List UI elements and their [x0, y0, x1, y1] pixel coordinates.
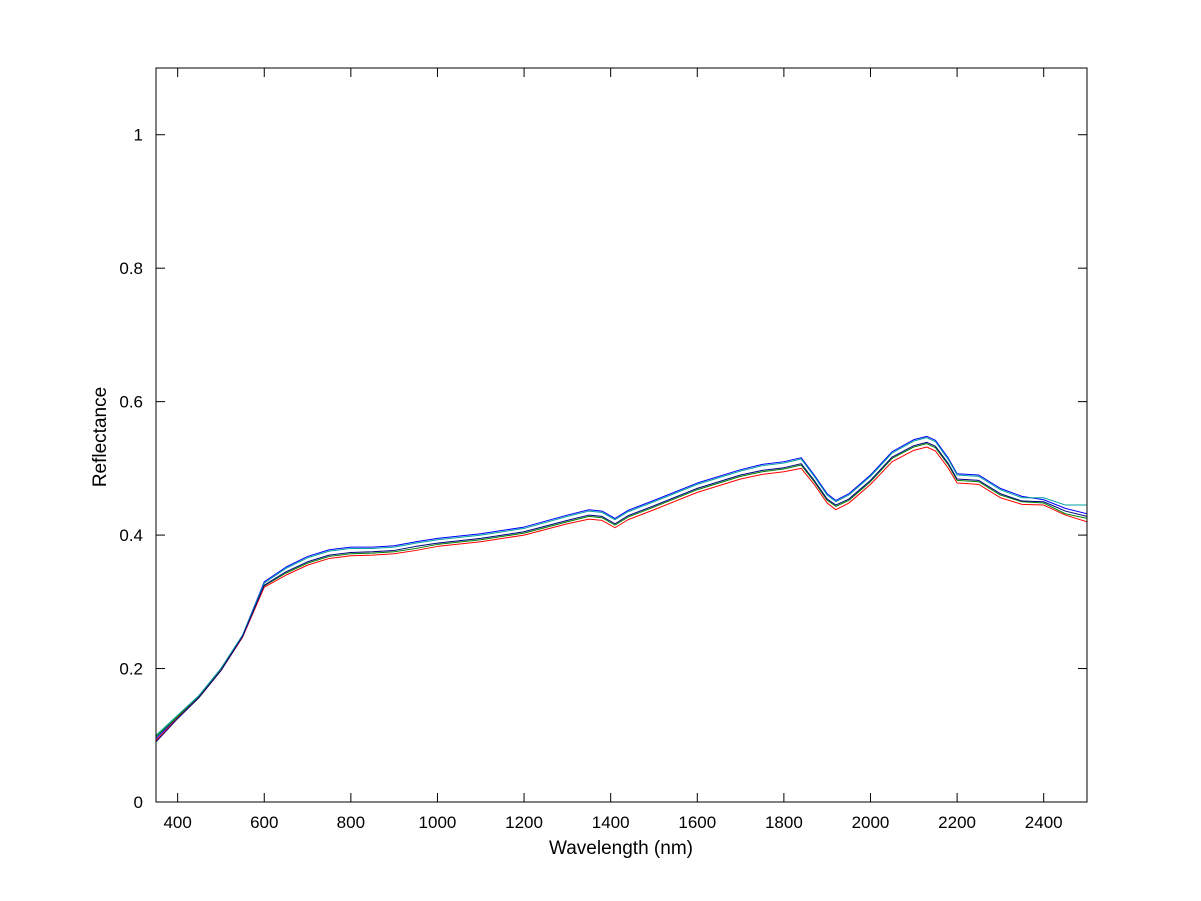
y-tick-label: 0.6 — [119, 393, 143, 412]
x-tick-label: 2200 — [938, 813, 976, 832]
y-tick-label: 0 — [134, 793, 143, 812]
tick-layer: 400 600 800 1000 1200 1400 1600 1800 2000 2200 240… — [119, 68, 1087, 832]
plot-area — [156, 68, 1087, 802]
series-line-5 — [156, 441, 1087, 743]
x-tick-label: 2400 — [1025, 813, 1063, 832]
series-line-4 — [156, 446, 1087, 741]
y-tick-label: 1 — [134, 126, 143, 145]
y-axis-label: Reflectance — [90, 387, 111, 487]
y-tick-label: 0.8 — [119, 259, 143, 278]
series-layer — [156, 435, 1087, 743]
x-tick-label: 800 — [337, 813, 365, 832]
series-line-1 — [156, 435, 1087, 739]
series-line-3 — [156, 443, 1087, 737]
x-tick-label: 2000 — [852, 813, 890, 832]
x-tick-label: 1000 — [419, 813, 457, 832]
axes-box — [155, 67, 1088, 803]
y-tick-label: 0.2 — [119, 660, 143, 679]
x-tick-label: 1200 — [505, 813, 543, 832]
x-tick-label: 400 — [163, 813, 191, 832]
x-tick-label: 1600 — [678, 813, 716, 832]
x-tick-label: 600 — [250, 813, 278, 832]
x-tick-label: 1400 — [592, 813, 630, 832]
x-axis-label: Wavelength (nm) — [549, 838, 693, 859]
y-tick-label: 0.4 — [119, 526, 143, 545]
series-line-2 — [156, 437, 1087, 736]
x-tick-label: 1800 — [765, 813, 803, 832]
